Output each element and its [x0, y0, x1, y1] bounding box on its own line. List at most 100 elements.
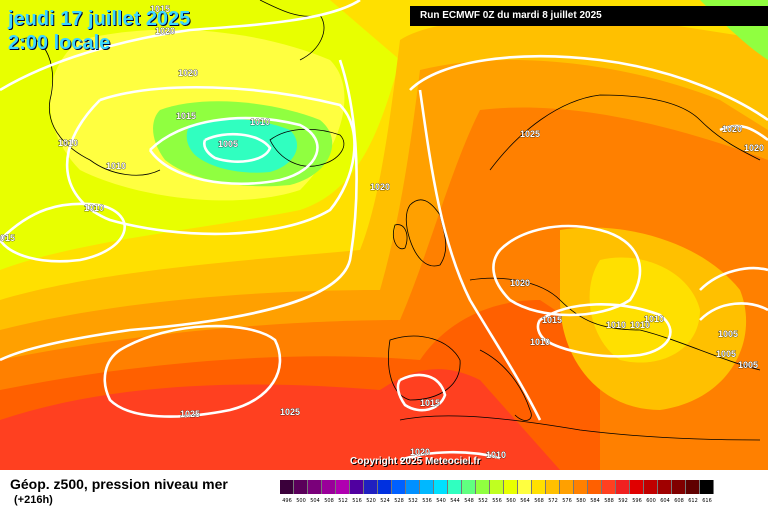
color-scale-swatch: [658, 480, 672, 494]
color-scale-swatch: [532, 480, 546, 494]
isobar-1025-azores: [103, 324, 282, 418]
color-scale: [280, 480, 714, 494]
isobar-label: 1015: [176, 111, 196, 121]
isobar-label: 1010: [486, 450, 506, 460]
color-scale-value: 568: [534, 498, 544, 504]
isobar-label: 1005: [716, 349, 736, 359]
color-scale-value: 544: [450, 498, 460, 504]
coastline-italy: [479, 349, 532, 421]
color-scale-value: 616: [702, 498, 712, 504]
color-scale-value: 524: [380, 498, 390, 504]
color-scale-value: 580: [576, 498, 586, 504]
coastline-scandinavia: [489, 94, 761, 171]
isobar-label: 1005: [738, 360, 758, 370]
color-scale-swatch: [518, 480, 532, 494]
color-scale-swatch: [686, 480, 700, 494]
isobar-label: 1010: [250, 117, 270, 127]
copyright: Copyright 2025 Meteociel.fr: [350, 456, 481, 467]
color-scale-value: 552: [478, 498, 488, 504]
color-scale-value: 608: [674, 498, 684, 504]
color-scale-swatch: [364, 480, 378, 494]
color-scale-value: 612: [688, 498, 698, 504]
color-scale-swatch: [560, 480, 574, 494]
color-scale-swatch: [630, 480, 644, 494]
color-scale-value: 540: [436, 498, 446, 504]
color-scale-value: 564: [520, 498, 530, 504]
isobar-label: 1010: [84, 203, 104, 213]
isobar-1020-ne: [409, 54, 768, 122]
color-scale-swatch: [476, 480, 490, 494]
color-scale-value: 512: [338, 498, 348, 504]
coastline-europe: [469, 277, 761, 371]
isobar-1010-west: [0, 202, 126, 263]
isobar-label: 1005: [718, 329, 738, 339]
color-scale-swatch: [294, 480, 308, 494]
color-scale-swatch: [672, 480, 686, 494]
forecast-time: 2:00 locale: [8, 32, 111, 54]
color-scale-value: 504: [310, 498, 320, 504]
color-scale-labels: 496 500 504 508 512 516 520 524 528 532 536 540 544 5…: [280, 498, 714, 504]
isobar-label: 1020: [178, 68, 198, 78]
isobar-label: 1020: [410, 447, 430, 457]
color-scale-value: 556: [492, 498, 502, 504]
isobar-1005: [203, 132, 272, 163]
isobar-label: 1015: [542, 315, 562, 325]
color-scale-value: 600: [646, 498, 656, 504]
isobar-label: 1005: [218, 139, 238, 149]
map-variable-label: Géop. z500, pression niveau mer: [10, 476, 228, 492]
isobar-label: 1010: [58, 138, 78, 148]
z500-field: 1015 1020 1020 1015 1010 1005 1010 1010 …: [0, 0, 768, 470]
color-scale-value: 572: [548, 498, 558, 504]
isobar-label: 1010: [644, 314, 664, 324]
isobar-1020-europe: [492, 224, 642, 317]
color-scale-swatch: [504, 480, 518, 494]
color-scale-swatch: [434, 480, 448, 494]
color-scale-value: 516: [352, 498, 362, 504]
color-scale-value: 548: [464, 498, 474, 504]
color-scale-value: 532: [408, 498, 418, 504]
color-scale-swatch: [350, 480, 364, 494]
color-scale-swatch: [378, 480, 392, 494]
coastline-iceland: [269, 128, 345, 167]
isobar-1010-east: [699, 266, 768, 291]
color-scale-value: 576: [562, 498, 572, 504]
color-scale-value: 592: [618, 498, 628, 504]
isobar-1020-mid: [0, 59, 358, 362]
isobar-label: 1020: [744, 143, 764, 153]
color-scale-value: 496: [282, 498, 292, 504]
color-scale-swatch: [490, 480, 504, 494]
forecast-date: jeudi 17 juillet 2025: [8, 8, 191, 30]
isobar-1005-east: [699, 302, 768, 321]
isobar-labels: 1015 1020 1020 1015 1010 1005 1010 1010 …: [0, 4, 764, 461]
color-scale-swatch: [462, 480, 476, 494]
color-scale-swatch: [280, 480, 294, 494]
forecast-hour: (+216h): [14, 494, 53, 506]
color-scale-swatch: [336, 480, 350, 494]
coastline-ireland: [393, 224, 408, 250]
isobar-label: 1010: [530, 337, 550, 347]
color-scale-value: 500: [296, 498, 306, 504]
isobar-1020-south: [399, 450, 501, 462]
isobar-label: 1015: [420, 398, 440, 408]
legend-footer: Géop. z500, pression niveau mer (+216h) …: [0, 470, 768, 512]
coastline-greenland-west: [19, 37, 161, 176]
color-scale-swatch: [616, 480, 630, 494]
color-scale-swatch: [322, 480, 336, 494]
isobar-label: 1025: [520, 129, 540, 139]
color-scale-value: 604: [660, 498, 670, 504]
isobar-label: 015: [0, 233, 15, 243]
color-scale-swatch: [574, 480, 588, 494]
color-scale-swatch: [448, 480, 462, 494]
color-scale-value: 596: [632, 498, 642, 504]
color-scale-swatch: [406, 480, 420, 494]
isobar-label: 1015: [150, 4, 170, 14]
color-scale-swatch: [700, 480, 714, 494]
coastline-britain: [405, 199, 447, 267]
isobar-1010-north: [148, 116, 319, 186]
color-scale-swatch: [420, 480, 434, 494]
isobar-label: 1010: [606, 320, 626, 330]
isobar-label: 1025: [180, 409, 200, 419]
isobar-label: 1020: [510, 278, 530, 288]
isobar-label: 1010: [630, 320, 650, 330]
color-scale-value: 560: [506, 498, 516, 504]
